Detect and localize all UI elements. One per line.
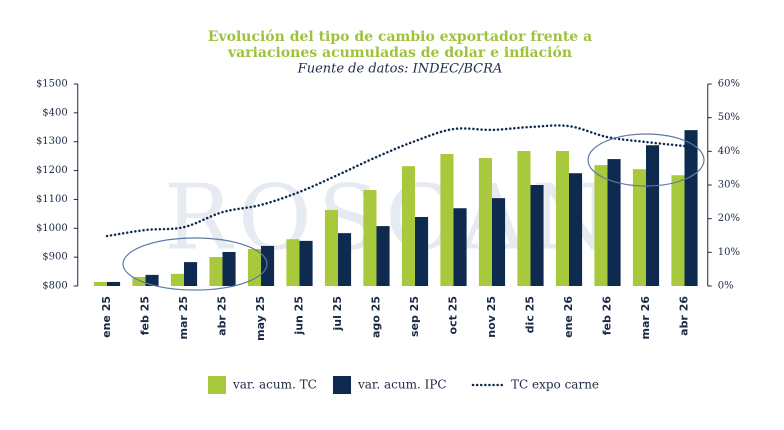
y-tick-label: $1200 [36, 165, 68, 176]
bar [338, 233, 352, 286]
bar [607, 159, 621, 286]
y-tick-label: $1300 [36, 136, 68, 147]
y2-tick-label: 30% [718, 180, 740, 191]
bar [517, 150, 531, 286]
bar [478, 158, 492, 286]
bar [324, 209, 338, 286]
x-tick-label: nov 25 [485, 296, 498, 338]
chart-title: Evolución del tipo de cambio exportador … [208, 29, 592, 45]
x-tick-label: mar 25 [177, 296, 190, 339]
bar [646, 145, 660, 286]
y2-tick-label: 20% [718, 213, 740, 224]
bar [671, 175, 685, 286]
bar [401, 166, 415, 286]
legend-label: TC expo carne [511, 378, 599, 392]
bar [286, 239, 300, 286]
bar [684, 130, 698, 286]
line [105, 124, 686, 238]
bar [632, 169, 646, 286]
y2-tick-label: 10% [718, 247, 740, 258]
bar [299, 240, 313, 286]
chart-subtitle: Fuente de datos: INDEC/BCRA [297, 62, 503, 77]
x-tick-label: abr 25 [216, 296, 229, 336]
y-tick-label: $900 [42, 252, 67, 263]
x-tick-label: ago 25 [370, 296, 383, 338]
x-tick-label: feb 25 [139, 296, 152, 335]
y-tick-label: $1000 [36, 223, 68, 234]
x-tick-label: jul 25 [331, 296, 344, 332]
bar [530, 185, 544, 286]
bar [569, 173, 583, 286]
x-tick-label: feb 26 [601, 296, 614, 336]
x-tick-label: oct 25 [447, 296, 460, 334]
x-tick-label: jun 25 [293, 296, 306, 336]
x-tick-label: dic 25 [524, 296, 537, 333]
x-tick-label: abr 26 [678, 296, 691, 336]
bar [440, 154, 454, 286]
bar [555, 150, 569, 286]
x-tick-label: may 25 [254, 296, 267, 341]
y-tick-label: $1500 [36, 79, 68, 90]
y2-tick-label: 40% [718, 146, 740, 157]
bar [453, 208, 467, 286]
y2-tick-label: 60% [718, 79, 740, 90]
x-tick-label: mar 26 [639, 296, 652, 340]
bar [145, 274, 159, 286]
annotation-ellipse [587, 133, 705, 187]
chart-title: variaciones acumuladas de dolar e inflac… [227, 45, 572, 61]
y-tick-label: $400 [42, 107, 67, 118]
bar [107, 281, 121, 286]
x-tick-label: ene 26 [562, 296, 575, 338]
y2-tick-label: 50% [718, 112, 740, 123]
bar [93, 281, 107, 286]
bar [363, 190, 377, 286]
x-tick-label: ene 25 [100, 296, 113, 338]
y-tick-label: $800 [42, 281, 67, 292]
bar [376, 226, 390, 286]
legend-label: var. acum. IPC [357, 378, 447, 392]
legend-swatch [333, 376, 351, 394]
bar [170, 273, 184, 286]
legend-swatch [208, 376, 226, 394]
bar [594, 165, 608, 286]
bar [132, 276, 146, 286]
bar [184, 262, 198, 286]
legend-label: var. acum. TC [232, 378, 317, 392]
bar [261, 245, 275, 286]
bar [415, 216, 429, 286]
y2-tick-label: 0% [718, 281, 734, 292]
bar [209, 257, 223, 286]
y-tick-label: $1100 [36, 194, 68, 205]
x-tick-label: sep 25 [408, 296, 421, 337]
bar [222, 251, 236, 286]
annotation-ellipse [122, 237, 268, 291]
bar [492, 198, 506, 286]
